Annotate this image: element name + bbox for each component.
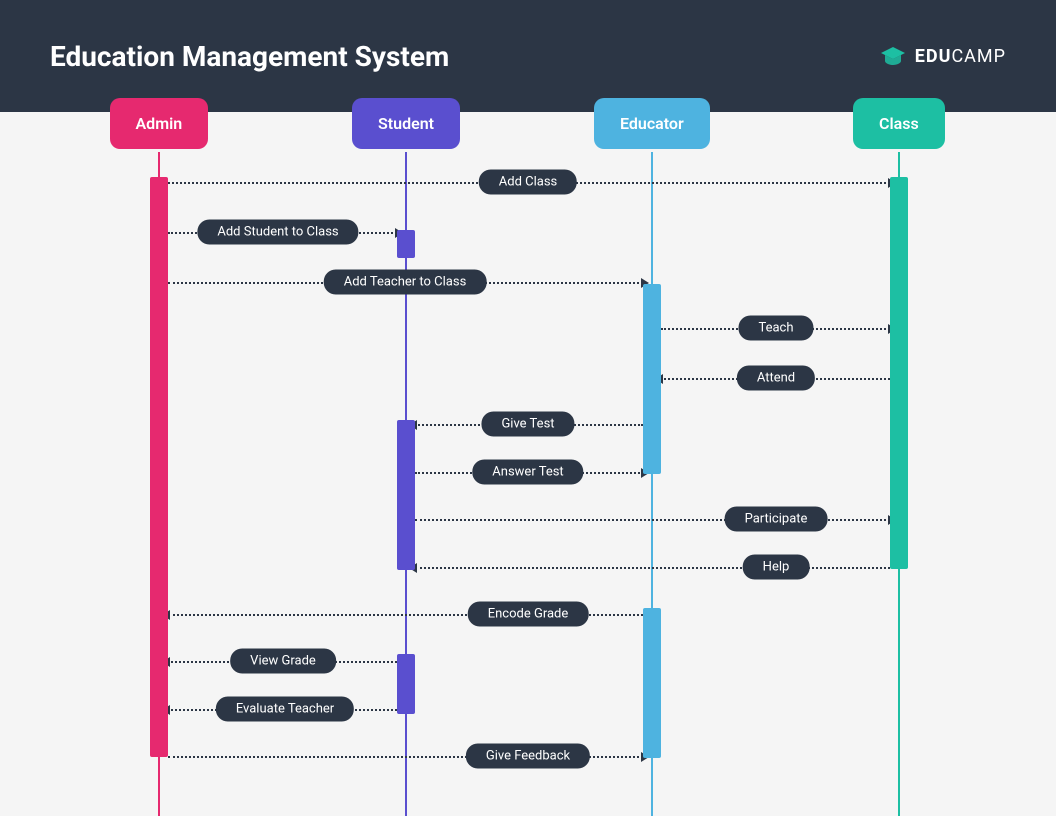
cap-icon [879,45,907,67]
activation-student-5 [397,654,415,714]
actor-educator: Educator [594,98,710,149]
actor-student: Student [352,98,460,149]
activation-student-1 [397,230,415,258]
message-label-3: Teach [738,316,813,341]
message-label-7: Participate [725,507,828,532]
message-label-12: Give Feedback [466,744,590,769]
message-label-1: Add Student to Class [197,220,358,245]
activation-admin-0 [150,177,168,757]
message-label-4: Attend [737,366,815,391]
message-label-11: Evaluate Teacher [216,697,354,722]
message-line-8 [415,567,890,569]
actor-class: Class [853,98,945,149]
logo-prefix: EDU [915,46,952,67]
sequence-diagram: AdminStudentEducatorClassAdd ClassAdd St… [0,112,1056,816]
message-label-8: Help [743,555,810,580]
header: Education Management System EDUCAMP [0,0,1056,112]
message-label-10: View Grade [230,649,336,674]
actor-admin: Admin [110,98,209,149]
message-label-9: Encode Grade [468,602,589,627]
activation-class-4 [890,177,908,569]
page-title: Education Management System [50,40,449,73]
message-label-2: Add Teacher to Class [324,270,487,295]
message-label-0: Add Class [479,170,577,195]
activation-educator-2 [643,284,661,474]
logo: EDUCAMP [879,45,1006,67]
activation-educator-6 [643,608,661,758]
message-label-6: Answer Test [472,460,583,485]
logo-suffix: CAMP [951,46,1006,67]
logo-text: EDUCAMP [915,46,1006,67]
message-label-5: Give Test [481,412,574,437]
activation-student-3 [397,420,415,570]
